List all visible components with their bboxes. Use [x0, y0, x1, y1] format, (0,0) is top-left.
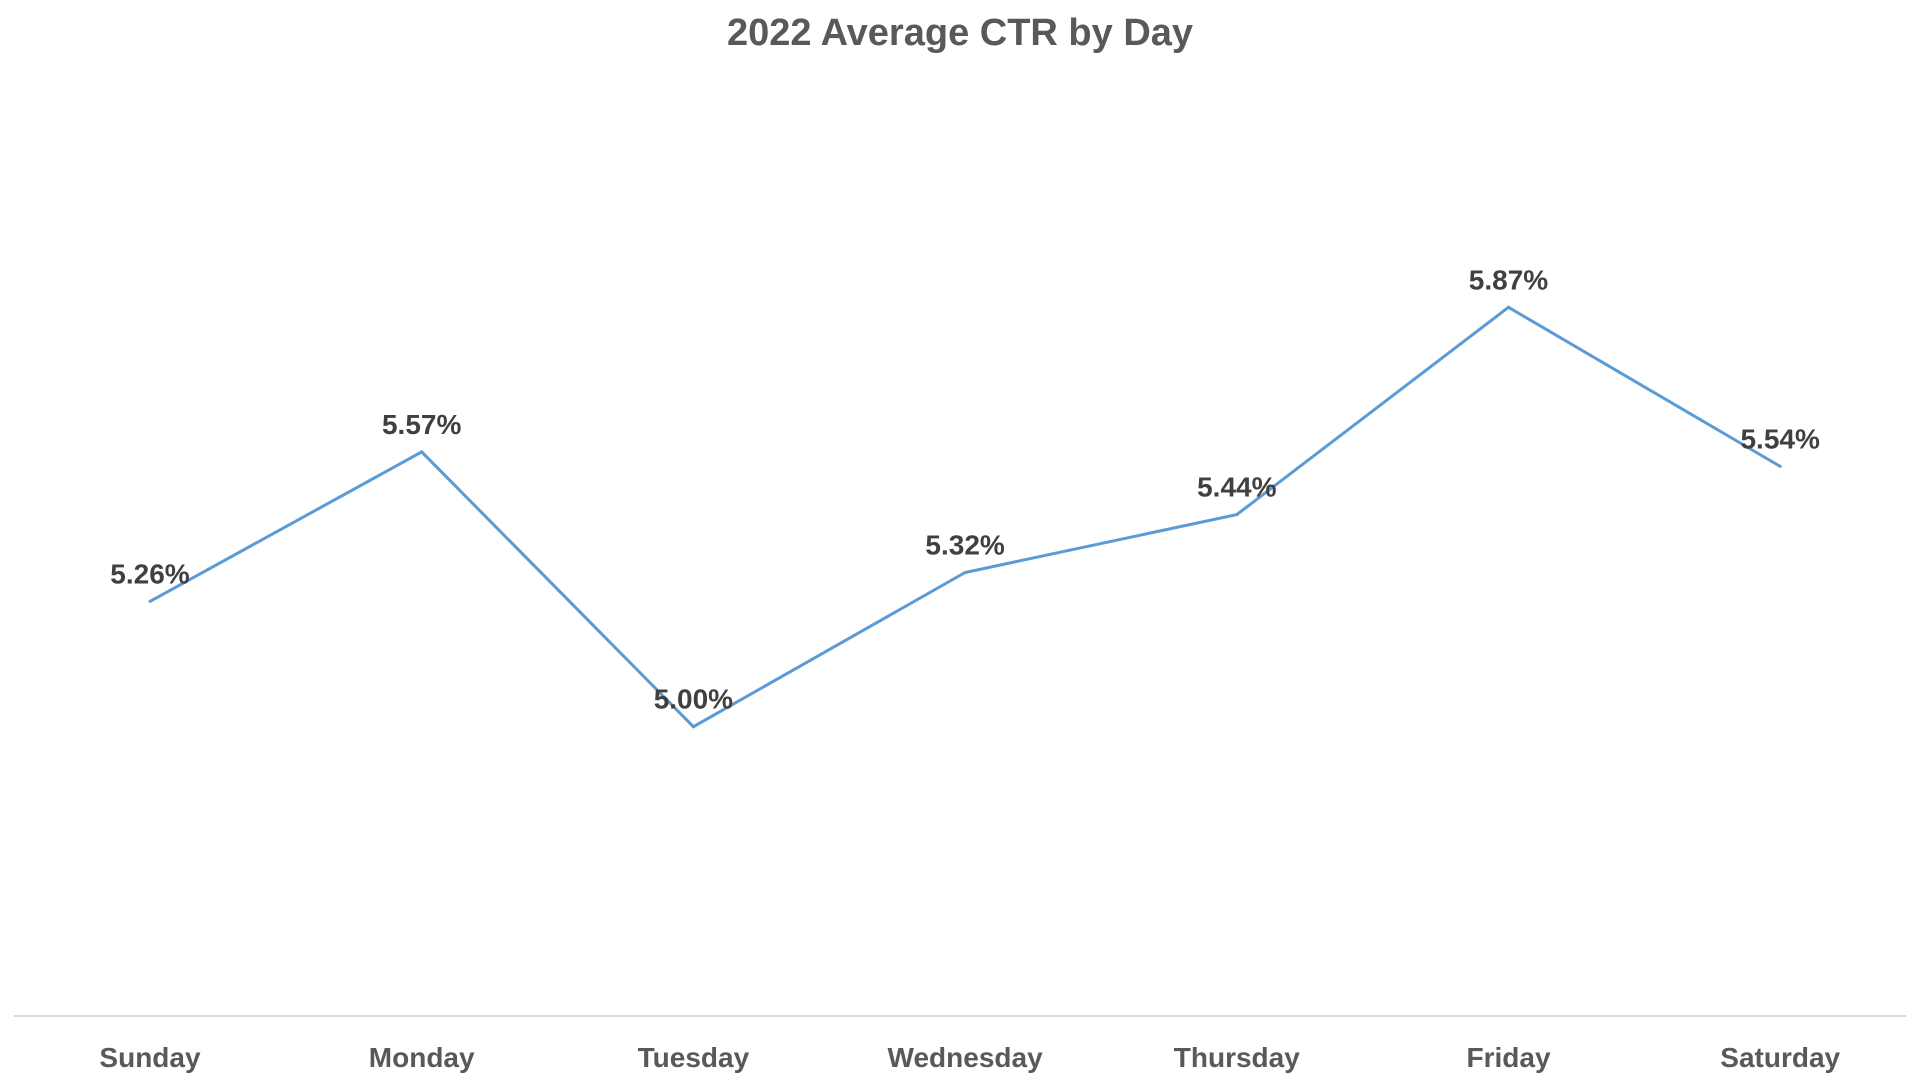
data-point-monday: [420, 450, 424, 454]
data-label-saturday: 5.54%: [1740, 423, 1819, 454]
series-line: [149, 305, 1781, 729]
x-tick-label-friday: Friday: [1466, 1042, 1550, 1073]
x-tick-label-saturday: Saturday: [1720, 1042, 1840, 1073]
x-tick-label-tuesday: Tuesday: [638, 1042, 750, 1073]
x-tick-label-monday: Monday: [369, 1042, 475, 1073]
x-tick-label-wednesday: Wednesday: [888, 1042, 1044, 1073]
x-tick-label-thursday: Thursday: [1174, 1042, 1300, 1073]
data-label-wednesday: 5.32%: [925, 529, 1004, 560]
data-label-tuesday: 5.00%: [654, 684, 733, 715]
data-point-thursday: [1235, 513, 1239, 517]
chart-title: 2022 Average CTR by Day: [726, 12, 1194, 54]
data-point-sunday: [148, 599, 152, 603]
data-point-wednesday: [963, 570, 967, 574]
data-label-sunday: 5.26%: [110, 558, 189, 589]
data-point-tuesday: [691, 725, 695, 729]
x-tick-label-sunday: Sunday: [99, 1042, 201, 1073]
data-label-thursday: 5.44%: [1197, 472, 1276, 503]
data-label-friday: 5.87%: [1469, 264, 1548, 295]
data-label-monday: 5.57%: [382, 409, 461, 440]
data-point-friday: [1507, 305, 1510, 309]
data-point-saturday: [1778, 464, 1782, 468]
